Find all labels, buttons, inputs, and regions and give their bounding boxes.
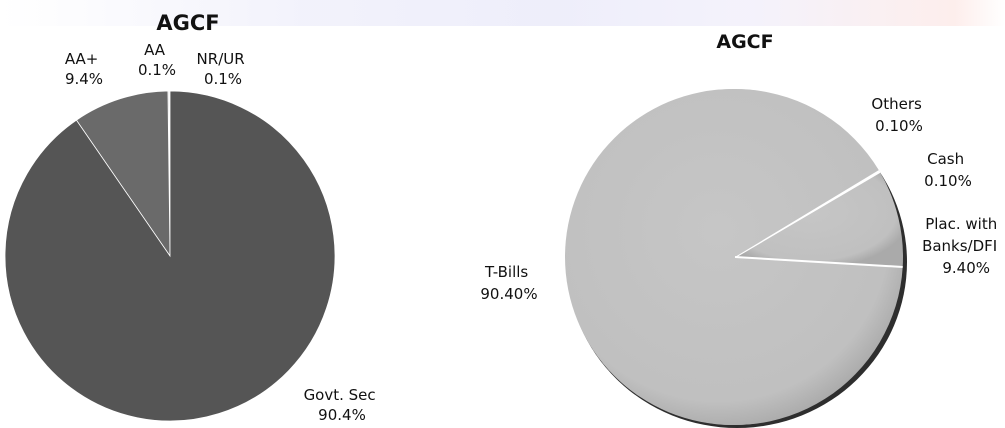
label-others-value: 0.10% — [875, 117, 923, 135]
label-nr-ur-name: NR/UR — [197, 50, 245, 68]
label-govt-sec: Govt. Sec 90.4% — [304, 386, 381, 424]
pie-slice-t-bills — [566, 89, 903, 426]
slice-divider-t-bills — [734, 256, 903, 268]
label-cash-value: 0.10% — [924, 172, 972, 190]
label-govt-sec-value: 90.4% — [318, 406, 366, 424]
chart-left-credit-quality: AGCF AA+ 9.4% AA 0.1% NR/UR 0.1% Govt. S… — [4, 11, 381, 424]
label-cash: Cash 0.10% — [924, 150, 972, 190]
chart-right-title: AGCF — [716, 31, 773, 53]
chart-right-asset-allocation: AGCF Others 0.10% Cash 0.10% Plac. with … — [480, 31, 1002, 428]
label-placements-name-1: Plac. with — [925, 215, 997, 233]
label-aa-plus-value: 9.4% — [65, 70, 103, 88]
label-aa-plus-name: AA+ — [65, 50, 99, 68]
label-placements-value: 9.40% — [942, 259, 990, 277]
label-govt-sec-name: Govt. Sec — [304, 386, 376, 404]
label-aa-plus: AA+ 9.4% — [65, 50, 103, 88]
pie-slice-placements — [735, 171, 903, 267]
header-background-band — [0, 0, 1005, 26]
label-nr-ur: NR/UR 0.1% — [197, 50, 250, 88]
label-placements-name-2: Banks/DFI — [922, 237, 997, 255]
label-cash-name: Cash — [927, 150, 964, 168]
pie-slice-aa-plus — [75, 90, 171, 258]
pie-slice-govt-sec — [4, 90, 336, 422]
slice-divider-placements — [734, 171, 881, 258]
label-t-bills-value: 90.40% — [480, 285, 537, 303]
label-aa-name: AA — [144, 41, 166, 59]
label-t-bills: T-Bills 90.40% — [480, 263, 537, 303]
label-t-bills-name: T-Bills — [484, 263, 528, 281]
label-others-name: Others — [871, 95, 922, 113]
label-aa-value: 0.1% — [138, 61, 176, 79]
label-aa: AA 0.1% — [138, 41, 176, 79]
chart-left-title: AGCF — [156, 11, 219, 35]
label-nr-ur-value: 0.1% — [204, 70, 242, 88]
label-placements: Plac. with Banks/DFI 9.40% — [922, 215, 1002, 277]
label-others: Others 0.10% — [871, 95, 926, 135]
